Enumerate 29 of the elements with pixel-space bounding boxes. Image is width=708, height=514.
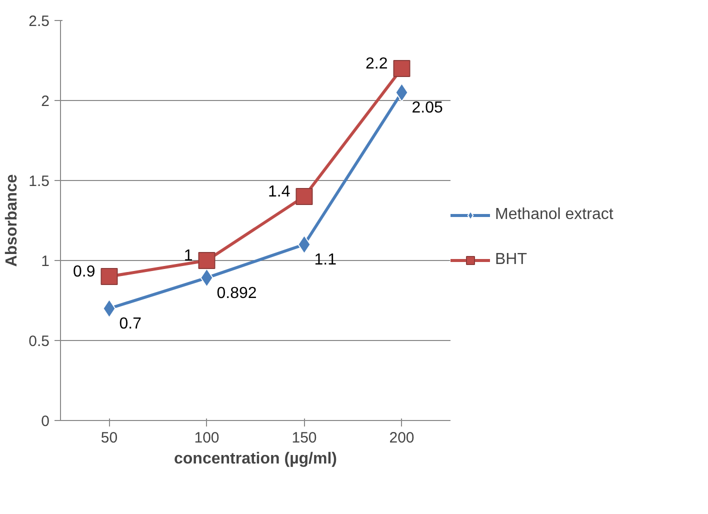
x-tick-label: 200 [389,430,414,446]
data-label: 1 [184,248,193,264]
data-label: 1.4 [268,184,290,200]
point [198,252,216,269]
point [395,83,408,102]
point [100,268,118,285]
y-tick-label: 2.5 [28,13,50,30]
x-tick-label: 50 [100,430,118,446]
legend-label: BHT [495,251,527,269]
point [393,60,410,77]
data-label: 1.1 [314,252,337,268]
y-tick-label: 0.5 [28,333,50,350]
data-label: 0.7 [119,316,142,332]
point [102,299,116,318]
point [296,188,313,205]
y-tick-label: 0 [41,413,50,430]
y-tick-label: 1.5 [28,173,50,190]
y-tick-label: 2 [41,93,50,110]
x-tick-label: 150 [292,430,317,446]
x-axis-title: concentration (µg/ml) [174,450,337,468]
x-tick-label: 100 [194,430,220,446]
data-label: 2.05 [412,100,443,116]
y-tick-label: 1 [41,253,50,270]
legend-label: Methanol extract [495,206,614,224]
data-label: 0.892 [216,284,257,302]
y-axis-title: Absorbance [4,174,21,267]
data-label: 2.2 [366,56,388,72]
data-label: 0.9 [73,264,96,280]
point [298,235,311,254]
